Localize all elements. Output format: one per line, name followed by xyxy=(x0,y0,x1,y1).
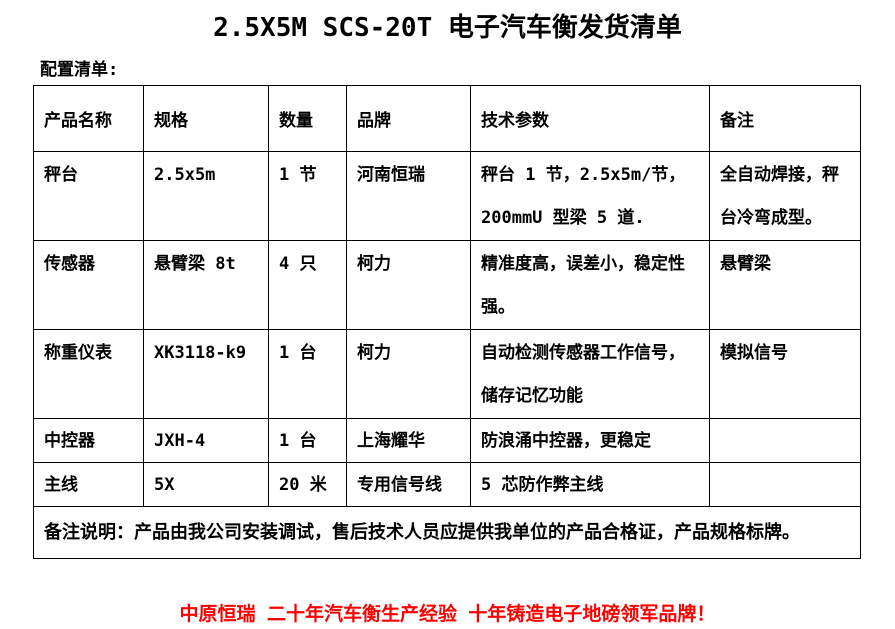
table-row-weighing-indicator: 称重仪表 XK3118-k9 1 台 柯力 自动检测传感器工作信号，储存记忆功能… xyxy=(33,329,861,420)
col-header-product-name: 产品名称 xyxy=(33,85,144,153)
page-title: 2.5X5M SCS-20T 电子汽车衡发货清单 xyxy=(213,13,682,43)
tech-params-cell: 自动检测传感器工作信号，储存记忆功能 xyxy=(470,329,710,420)
tech-params-cell: 秤台 1 节，2.5x5m/节，200mmU 型梁 5 道. xyxy=(470,151,710,242)
brand-cell: 柯力 xyxy=(346,240,471,331)
product-name-cell: 秤台 xyxy=(33,151,144,242)
brand-cell: 柯力 xyxy=(346,329,471,420)
remark-row: 备注说明：产品由我公司安装调试，售后技术人员应提供我单位的产品合格证，产品规格标… xyxy=(33,506,861,560)
remark-text: 备注说明：产品由我公司安装调试，售后技术人员应提供我单位的产品合格证，产品规格标… xyxy=(33,506,861,560)
notes-cell xyxy=(709,462,861,508)
col-header-quantity: 数量 xyxy=(268,85,347,153)
brand-cell: 上海耀华 xyxy=(346,418,471,464)
header-row: 产品名称 规格 数量 品牌 技术参数 备注 xyxy=(33,85,861,153)
spec-cell: 5X xyxy=(143,462,269,508)
section-label: 配置清单: xyxy=(40,60,119,81)
product-name-cell: 中控器 xyxy=(33,418,144,464)
product-name-cell: 主线 xyxy=(33,462,144,508)
notes-cell: 全自动焊接，秤台冷弯成型。 xyxy=(709,151,861,242)
spec-cell: JXH-4 xyxy=(143,418,269,464)
product-name-cell: 传感器 xyxy=(33,240,144,331)
tech-params-cell: 5 芯防作弊主线 xyxy=(470,462,710,508)
table-row-main-cable: 主线 5X 20 米 专用信号线 5 芯防作弊主线 xyxy=(33,462,861,508)
col-header-spec: 规格 xyxy=(143,85,269,153)
spec-cell: XK3118-k9 xyxy=(143,329,269,420)
col-header-tech-params: 技术参数 xyxy=(470,85,710,153)
spec-cell: 2.5x5m xyxy=(143,151,269,242)
footer-slogan: 中原恒瑞 二十年汽车衡生产经验 十年铸造电子地磅领军品牌！ xyxy=(179,603,716,626)
tech-params-cell: 精准度高，误差小，稳定性强。 xyxy=(470,240,710,331)
col-header-notes: 备注 xyxy=(709,85,861,153)
quantity-cell: 1 节 xyxy=(268,151,347,242)
quantity-cell: 20 米 xyxy=(268,462,347,508)
spec-cell: 悬臂梁 8t xyxy=(143,240,269,331)
product-name-cell: 称重仪表 xyxy=(33,329,144,420)
notes-cell: 模拟信号 xyxy=(709,329,861,420)
table-row-sensor: 传感器 悬臂梁 8t 4 只 柯力 精准度高，误差小，稳定性强。 悬臂梁 xyxy=(33,240,861,331)
table-row-scale-platform: 秤台 2.5x5m 1 节 河南恒瑞 秤台 1 节，2.5x5m/节，200mm… xyxy=(33,151,861,242)
table-row-central-controller: 中控器 JXH-4 1 台 上海耀华 防浪涌中控器，更稳定 xyxy=(33,418,861,464)
parts-table: 产品名称 规格 数量 品牌 技术参数 备注 秤台 2.5x5m 1 节 河南恒瑞… xyxy=(33,85,861,560)
quantity-cell: 1 台 xyxy=(268,329,347,420)
brand-cell: 专用信号线 xyxy=(346,462,471,508)
quantity-cell: 1 台 xyxy=(268,418,347,464)
brand-cell: 河南恒瑞 xyxy=(346,151,471,242)
col-header-brand: 品牌 xyxy=(346,85,471,153)
notes-cell: 悬臂梁 xyxy=(709,240,861,331)
tech-params-cell: 防浪涌中控器，更稳定 xyxy=(470,418,710,464)
notes-cell xyxy=(709,418,861,464)
quantity-cell: 4 只 xyxy=(268,240,347,331)
